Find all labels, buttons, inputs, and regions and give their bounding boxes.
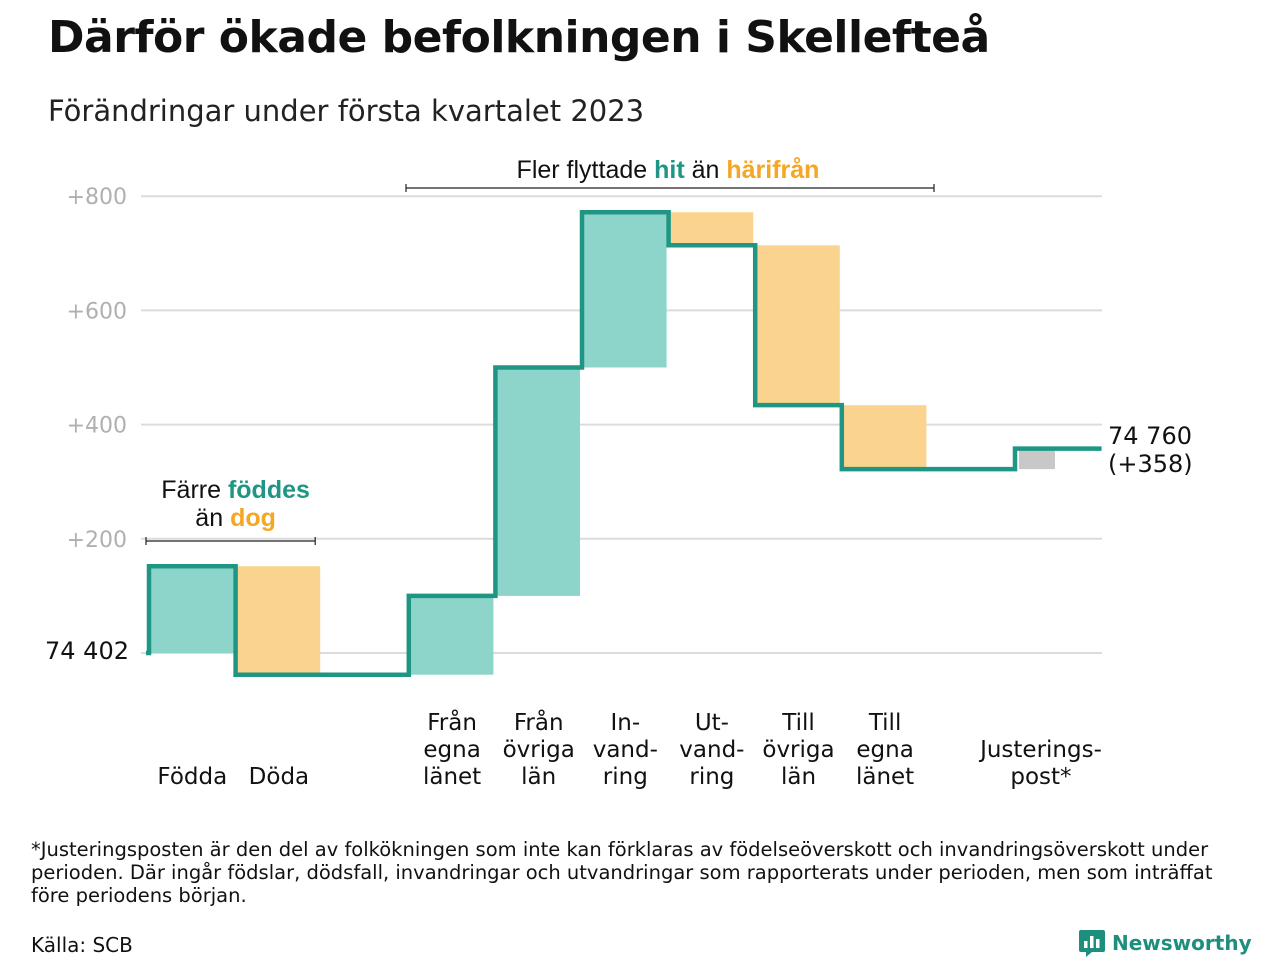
footnote: *Justeringsposten är den del av folkökni… — [31, 838, 1213, 907]
bar-in — [584, 212, 667, 368]
annotation-segment: dog — [230, 504, 276, 532]
annotation-segment: föddes — [228, 476, 310, 504]
bar-in — [497, 367, 580, 596]
category-label: In- — [610, 710, 640, 736]
category-label: Ut- — [695, 710, 729, 736]
category-label: egna — [423, 737, 480, 763]
category-label: vand- — [593, 737, 658, 763]
cumulative-step-line — [146, 209, 1102, 677]
annotation-segment: härifrån — [726, 156, 819, 184]
category-label: länet — [856, 764, 914, 790]
annotation-segment: Fler flyttade — [517, 156, 655, 184]
y-tick-label: +800 — [67, 185, 127, 210]
y-axis-ticks: +200 +400 +600 +800 — [67, 185, 127, 553]
category-label: Döda — [249, 764, 309, 790]
category-label: Till — [868, 710, 902, 736]
category-label: ring — [689, 764, 734, 790]
category-label: län — [521, 764, 556, 790]
annotation-births: Färre föddes — [161, 476, 310, 504]
category-label: Från — [514, 708, 564, 736]
newsworthy-logo-icon — [1079, 930, 1105, 957]
y-tick-label: +600 — [67, 299, 127, 324]
category-label: Från — [427, 708, 477, 736]
bar-in — [410, 595, 494, 675]
category-label: Födda — [157, 764, 227, 790]
annotation-segment: hit — [654, 156, 685, 184]
category-label: post* — [1010, 764, 1071, 790]
chart-subtitle: Förändringar under första kvartalet 2023 — [48, 94, 645, 128]
category-label: egna — [856, 737, 913, 763]
chart-title: Därför ökade befolkningen i Skellefteå — [48, 12, 990, 63]
bar-in — [151, 566, 234, 653]
bars — [151, 212, 1055, 675]
category-label: Justerings- — [978, 737, 1102, 763]
annotation-births: än dog — [195, 504, 276, 532]
start-value-label: 74 402 — [45, 637, 129, 665]
category-label: ring — [603, 764, 648, 790]
category-labels: Födda DödaFrånegnalänetFrånövrigalänIn-va… — [157, 708, 1101, 790]
category-label: vand- — [679, 737, 744, 763]
y-tick-label: +400 — [67, 414, 127, 439]
category-label: Till — [781, 710, 815, 736]
category-label: övriga — [503, 737, 575, 763]
bar-out — [670, 212, 754, 246]
category-label: länet — [423, 764, 481, 790]
bar-out — [843, 405, 927, 470]
annotation-segment: än — [685, 156, 727, 184]
category-label: län — [781, 764, 816, 790]
category-label: övriga — [762, 737, 834, 763]
end-change-label: (+358) — [1108, 450, 1193, 478]
brand-logo: Newsworthy — [1078, 928, 1252, 958]
y-tick-label: +200 — [67, 528, 127, 553]
brand-name: Newsworthy — [1112, 931, 1252, 955]
annotation-segment: än — [195, 504, 230, 532]
bar-out — [237, 566, 321, 675]
source-label: Källa: SCB — [31, 933, 133, 957]
bar-out — [757, 245, 840, 406]
annotation-migration: Fler flyttade hit än härifrån — [517, 156, 820, 184]
bar-adjustment — [1019, 448, 1055, 470]
annotation-segment: Färre — [161, 476, 228, 504]
end-value-label: 74 760 — [1108, 422, 1192, 450]
